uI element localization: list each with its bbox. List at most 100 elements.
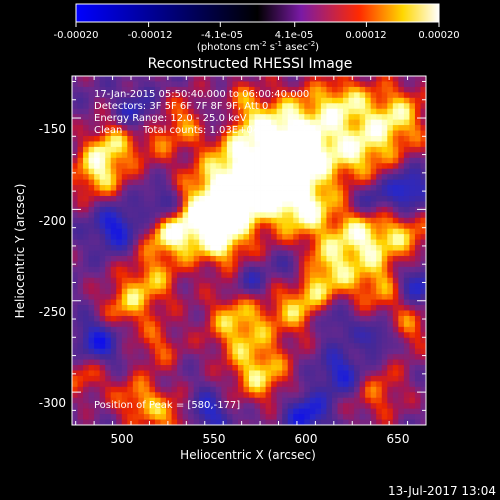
heatmap-cell [160, 397, 167, 404]
heatmap-cell [409, 135, 416, 142]
heatmap-cell [210, 223, 217, 230]
heatmap-cell [116, 201, 123, 208]
heatmap-cell [221, 315, 228, 322]
heatmap-cell [392, 294, 399, 300]
heatmap-cell [204, 343, 211, 350]
heatmap-cell [326, 354, 333, 360]
heatmap-cell [83, 239, 89, 246]
heatmap-cell [359, 223, 366, 230]
heatmap-cell [381, 305, 388, 311]
heatmap-cell [409, 283, 416, 290]
heatmap-cell [237, 266, 244, 273]
heatmap-cell [354, 141, 361, 148]
heatmap-cell [387, 381, 394, 388]
heatmap-cell [403, 354, 410, 360]
heatmap-cell [160, 108, 167, 115]
heatmap-cell [381, 386, 388, 393]
heatmap-cell [387, 108, 394, 115]
heatmap-cell [121, 408, 128, 415]
heatmap-cell [221, 255, 228, 262]
heatmap-cell [188, 195, 195, 202]
heatmap-cell [88, 174, 95, 181]
heatmap-cell [387, 250, 394, 257]
heatmap-cell [326, 217, 333, 224]
heatmap-cell [110, 97, 117, 104]
heatmap-cell [337, 228, 344, 235]
heatmap-cell [237, 157, 244, 164]
heatmap-cell [243, 359, 250, 366]
heatmap-cell [359, 337, 366, 344]
heatmap-cell [304, 386, 311, 393]
heatmap-cell [348, 97, 355, 104]
heatmap-cell [309, 119, 316, 126]
heatmap-cell [226, 321, 233, 328]
heatmap-cell [343, 86, 349, 93]
heatmap-cell [83, 135, 89, 142]
heatmap-cell [260, 185, 266, 191]
heatmap-cell [116, 185, 123, 191]
heatmap-cell [387, 217, 394, 224]
heatmap-cell [143, 223, 150, 230]
heatmap-cell [77, 370, 84, 377]
y-tick-label: -250 [39, 305, 66, 319]
heatmap-cell [260, 359, 266, 366]
heatmap-cell [409, 337, 416, 344]
heatmap-cell [249, 321, 255, 328]
heatmap-cell [271, 163, 278, 170]
heatmap-cell [414, 86, 421, 93]
heatmap-cell [420, 288, 426, 295]
heatmap-cell [331, 403, 338, 410]
heatmap-cell [138, 223, 145, 230]
heatmap-cell [326, 157, 333, 164]
heatmap-cell [221, 419, 228, 425]
heatmap-cell [83, 201, 89, 208]
heatmap-cell [110, 212, 117, 219]
heatmap-cell [72, 419, 78, 425]
heatmap-cell [304, 310, 311, 317]
heatmap-cell [337, 168, 344, 175]
heatmap-cell [221, 179, 228, 186]
heatmap-cell [276, 288, 283, 295]
heatmap-cell [116, 337, 123, 344]
heatmap-cell [348, 370, 355, 377]
heatmap-cell [243, 299, 250, 306]
heatmap-cell [182, 266, 189, 273]
heatmap-cell [320, 223, 327, 230]
heatmap-cell [149, 299, 156, 306]
heatmap-cell [83, 343, 89, 350]
heatmap-cell [315, 343, 322, 350]
heatmap-cell [376, 146, 383, 153]
heatmap-cell [171, 157, 178, 164]
heatmap-cell [149, 381, 156, 388]
heatmap-cell [215, 76, 222, 82]
heatmap-cell [354, 223, 361, 230]
heatmap-cell [265, 190, 272, 197]
heatmap-cell [282, 217, 289, 224]
peak-position-label: Position of Peak = [580,-177] [94, 400, 240, 411]
heatmap-cell [99, 408, 106, 415]
heatmap-cell [420, 92, 426, 99]
heatmap-cell [182, 185, 189, 191]
heatmap-cell [271, 201, 278, 208]
heatmap-cell [160, 348, 167, 355]
heatmap-cell [105, 81, 112, 88]
heatmap-cell [221, 354, 228, 360]
heatmap-cell [420, 343, 426, 350]
heatmap-cell [193, 365, 200, 371]
heatmap-cell [265, 343, 272, 350]
heatmap-cell [105, 326, 112, 333]
heatmap-cell [409, 234, 416, 240]
heatmap-cell [127, 228, 134, 235]
heatmap-cell [309, 217, 316, 224]
heatmap-cell [320, 201, 327, 208]
heatmap-cell [354, 397, 361, 404]
heatmap-cell [381, 397, 388, 404]
heatmap-cell [365, 130, 372, 137]
heatmap-cell [276, 359, 283, 366]
heatmap-cell [365, 348, 372, 355]
heatmap-cell [215, 392, 222, 399]
heatmap-cell [132, 239, 139, 246]
heatmap-cell [387, 310, 394, 317]
heatmap-cell [132, 228, 139, 235]
heatmap-cell [420, 414, 426, 420]
